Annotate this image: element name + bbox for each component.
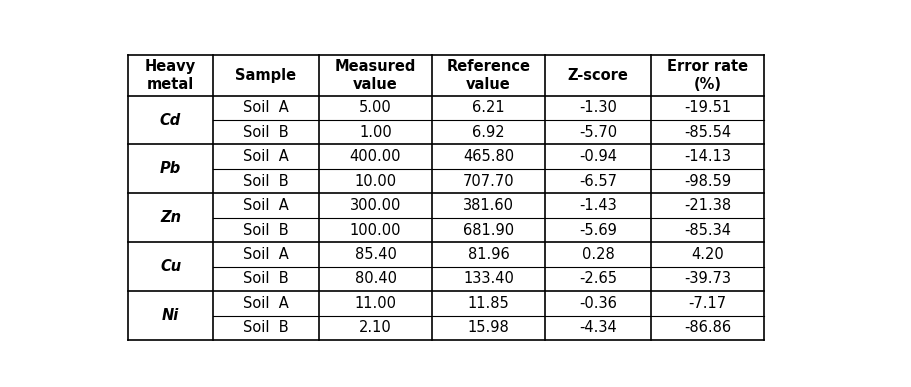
Text: -7.17: -7.17 xyxy=(688,296,726,311)
Text: Sample: Sample xyxy=(235,68,296,83)
Text: Soil  A: Soil A xyxy=(243,100,289,115)
Text: 6.21: 6.21 xyxy=(472,100,505,115)
Text: Error rate
(%): Error rate (%) xyxy=(667,59,747,92)
Text: -0.36: -0.36 xyxy=(578,296,617,311)
Text: -85.34: -85.34 xyxy=(683,223,731,238)
Text: Measured
value: Measured value xyxy=(334,59,415,92)
Text: Soil  B: Soil B xyxy=(243,320,289,335)
Text: 1.00: 1.00 xyxy=(359,125,392,140)
Text: Soil  B: Soil B xyxy=(243,174,289,188)
Text: Z-score: Z-score xyxy=(568,68,628,83)
Text: Soil  A: Soil A xyxy=(243,247,289,262)
Text: Soil  A: Soil A xyxy=(243,149,289,164)
Text: 80.40: 80.40 xyxy=(354,271,396,286)
Text: -14.13: -14.13 xyxy=(683,149,731,164)
Text: -6.57: -6.57 xyxy=(578,174,617,188)
Text: Soil  B: Soil B xyxy=(243,271,289,286)
Text: -5.70: -5.70 xyxy=(578,125,617,140)
Text: -39.73: -39.73 xyxy=(683,271,731,286)
Text: -1.30: -1.30 xyxy=(578,100,617,115)
Text: -2.65: -2.65 xyxy=(578,271,617,286)
Text: 707.70: 707.70 xyxy=(462,174,514,188)
Text: 4.20: 4.20 xyxy=(691,247,723,262)
Text: 465.80: 465.80 xyxy=(463,149,514,164)
Text: Reference
value: Reference value xyxy=(446,59,530,92)
Text: Cd: Cd xyxy=(159,113,181,128)
Text: -1.43: -1.43 xyxy=(578,198,617,213)
Text: Heavy
metal: Heavy metal xyxy=(145,59,196,92)
Text: 5.00: 5.00 xyxy=(359,100,392,115)
Text: 11.00: 11.00 xyxy=(354,296,396,311)
Text: Soil  A: Soil A xyxy=(243,296,289,311)
Text: 381.60: 381.60 xyxy=(463,198,514,213)
Text: 100.00: 100.00 xyxy=(350,223,401,238)
Text: -21.38: -21.38 xyxy=(683,198,731,213)
Text: -5.69: -5.69 xyxy=(578,223,617,238)
Text: Cu: Cu xyxy=(159,259,181,274)
Text: Soil  B: Soil B xyxy=(243,223,289,238)
Text: 681.90: 681.90 xyxy=(463,223,514,238)
Text: -85.54: -85.54 xyxy=(683,125,731,140)
Text: 10.00: 10.00 xyxy=(354,174,396,188)
Text: -4.34: -4.34 xyxy=(578,320,617,335)
Text: -98.59: -98.59 xyxy=(683,174,731,188)
Text: Pb: Pb xyxy=(159,161,181,176)
Text: 133.40: 133.40 xyxy=(463,271,514,286)
Text: 400.00: 400.00 xyxy=(350,149,401,164)
Text: 15.98: 15.98 xyxy=(467,320,509,335)
Text: 0.28: 0.28 xyxy=(581,247,614,262)
Text: 81.96: 81.96 xyxy=(467,247,509,262)
Text: 85.40: 85.40 xyxy=(354,247,396,262)
Text: Soil  B: Soil B xyxy=(243,125,289,140)
Text: Soil  A: Soil A xyxy=(243,198,289,213)
Text: 11.85: 11.85 xyxy=(467,296,509,311)
Text: -19.51: -19.51 xyxy=(683,100,731,115)
Text: Ni: Ni xyxy=(162,308,179,323)
Text: -86.86: -86.86 xyxy=(683,320,731,335)
Text: 2.10: 2.10 xyxy=(359,320,392,335)
Text: -0.94: -0.94 xyxy=(578,149,617,164)
Text: 6.92: 6.92 xyxy=(472,125,505,140)
Text: Zn: Zn xyxy=(159,210,181,225)
Text: 300.00: 300.00 xyxy=(350,198,401,213)
